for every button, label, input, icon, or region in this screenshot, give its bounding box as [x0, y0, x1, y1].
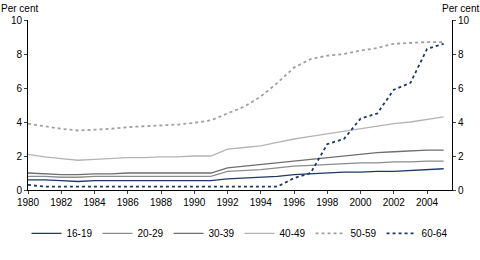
svg-text:2: 2 [458, 151, 464, 162]
svg-text:6: 6 [16, 83, 22, 94]
svg-text:0: 0 [16, 185, 22, 196]
svg-text:1982: 1982 [50, 197, 73, 208]
svg-text:1986: 1986 [117, 197, 140, 208]
svg-text:2004: 2004 [416, 197, 439, 208]
svg-text:4: 4 [458, 117, 464, 128]
svg-text:10: 10 [458, 15, 470, 26]
svg-text:8: 8 [458, 49, 464, 60]
svg-text:40-49: 40-49 [280, 228, 306, 239]
svg-text:Per cent: Per cent [1, 3, 38, 14]
svg-text:1980: 1980 [17, 197, 40, 208]
svg-text:2000: 2000 [349, 197, 372, 208]
svg-text:60-64: 60-64 [422, 228, 448, 239]
svg-text:20-29: 20-29 [138, 228, 164, 239]
svg-text:Per cent: Per cent [442, 3, 479, 14]
svg-text:0: 0 [458, 185, 464, 196]
svg-text:1998: 1998 [316, 197, 339, 208]
svg-text:1984: 1984 [83, 197, 106, 208]
svg-text:2002: 2002 [383, 197, 406, 208]
svg-text:16-19: 16-19 [67, 228, 93, 239]
svg-text:1988: 1988 [150, 197, 173, 208]
svg-text:1992: 1992 [216, 197, 239, 208]
svg-text:4: 4 [16, 117, 22, 128]
svg-text:10: 10 [11, 15, 23, 26]
svg-text:2: 2 [16, 151, 22, 162]
svg-text:30-39: 30-39 [209, 228, 235, 239]
svg-text:50-59: 50-59 [351, 228, 377, 239]
svg-text:1994: 1994 [250, 197, 273, 208]
svg-text:6: 6 [458, 83, 464, 94]
svg-text:1990: 1990 [183, 197, 206, 208]
svg-text:1996: 1996 [283, 197, 306, 208]
svg-text:8: 8 [16, 49, 22, 60]
